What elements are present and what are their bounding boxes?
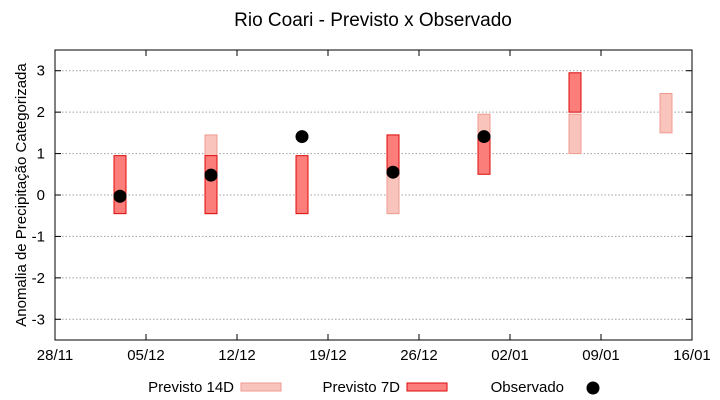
- series-previsto-7d: [113, 72, 582, 215]
- bar-previsto-7d: [204, 155, 218, 215]
- y-axis: -3 -2 -1 0 1 2 3: [32, 63, 692, 328]
- legend: Previsto 14D Previsto 7D Observado: [148, 379, 600, 396]
- y-tick-label: 2: [37, 104, 45, 121]
- legend-label: Previsto 7D: [322, 379, 400, 396]
- bar-previsto-7d: [113, 155, 127, 215]
- y-tick-label: 0: [37, 187, 45, 204]
- chart-title: Rio Coari - Previsto x Observado: [234, 10, 512, 31]
- point-observado: [386, 165, 400, 179]
- bar-previsto-14d: [568, 113, 582, 155]
- x-tick-label: 12/12: [218, 347, 256, 364]
- y-tick-label: 3: [37, 63, 45, 80]
- legend-swatch: [240, 382, 282, 392]
- bar-previsto-14d: [659, 93, 673, 134]
- x-tick-label: 05/12: [127, 347, 165, 364]
- legend-label: Observado: [491, 379, 564, 396]
- y-tick-label: -1: [32, 228, 45, 245]
- x-tick-label: 28/11: [37, 347, 73, 364]
- bar-previsto-7d: [295, 155, 309, 215]
- grid-lines: [55, 70, 692, 320]
- legend-marker: [586, 381, 600, 395]
- point-observado: [204, 168, 218, 182]
- x-tick-label: 16/01: [673, 347, 711, 364]
- x-axis: 28/11 05/12 12/12 19/12 26/12 02/01 09/01 16/01: [37, 50, 711, 364]
- x-tick-label: 09/01: [582, 347, 620, 364]
- point-observado: [113, 189, 127, 203]
- y-tick-label: -2: [32, 270, 45, 287]
- point-observado: [477, 130, 491, 144]
- legend-label: Previsto 14D: [148, 379, 234, 396]
- legend-swatch: [406, 382, 448, 392]
- series-observado: [113, 130, 491, 203]
- x-tick-label: 19/12: [309, 347, 347, 364]
- x-tick-label: 26/12: [400, 347, 438, 364]
- point-observado: [295, 130, 309, 144]
- x-tick-label: 02/01: [491, 347, 529, 364]
- y-tick-label: -3: [32, 311, 45, 328]
- y-tick-label: 1: [37, 146, 45, 163]
- bar-previsto-7d: [568, 72, 582, 113]
- y-axis-label: Anomalia de Precipitação Categorizada: [13, 63, 30, 327]
